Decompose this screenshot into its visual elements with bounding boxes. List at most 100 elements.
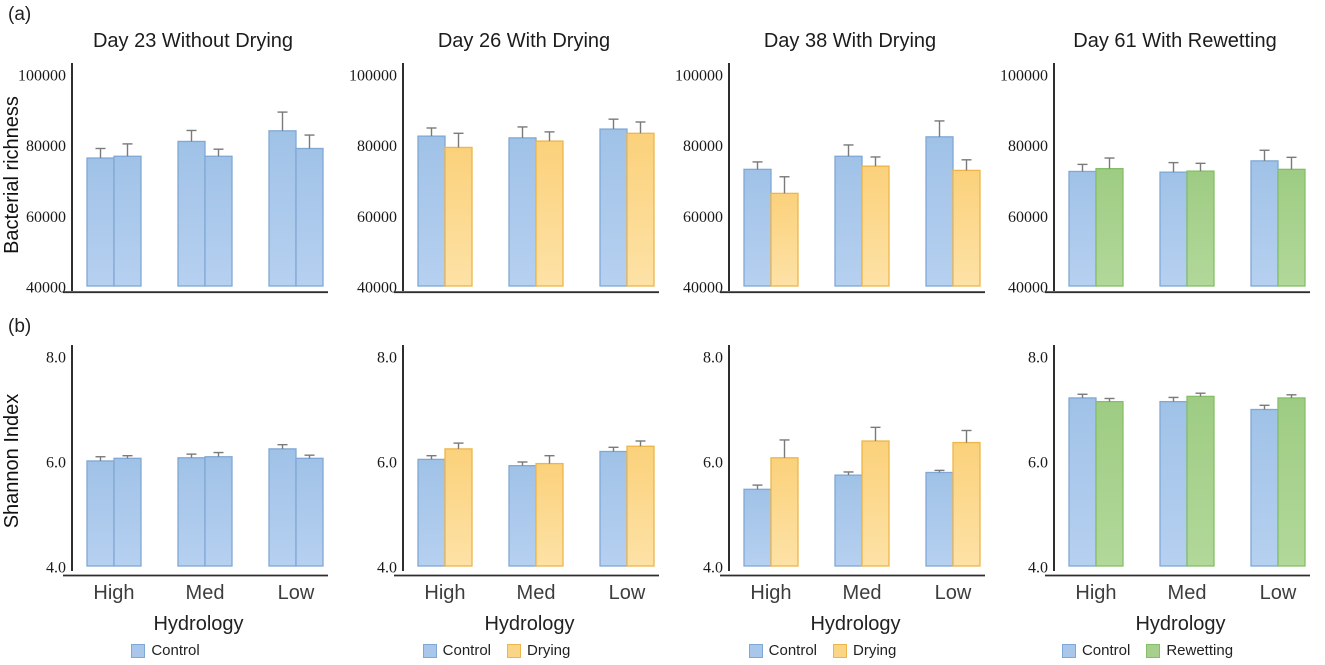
y-tick-label: 80000 [26,138,66,155]
y-tick-label: 8.0 [703,350,723,367]
bar-control-med [1159,400,1188,567]
bar-chart-day61-shannon: 4.0 6.0 8.0 High Med Low [1028,345,1310,604]
x-tick-label-low: Low [609,582,646,604]
bar-control-low [925,136,954,287]
bar-control-low [925,471,954,567]
bar-control-med [204,456,233,567]
legend-swatch-control [1061,643,1076,658]
bar-drying-med [535,462,564,567]
x-tick-label-med: Med [843,582,882,604]
legend-item-drying: Drying [507,642,570,659]
panel-day26-shannon: 4.0 6.0 8.0 High Med Low Hydrology Control Dry… [331,335,662,665]
y-tick-label: 8.0 [377,350,397,367]
x-axis-title-hydrology: Hydrology [1135,613,1226,635]
bar-control-high [113,155,142,287]
bar-control-low [295,457,324,567]
bar-control-med [834,155,863,287]
bar-control-high [417,135,446,287]
bar-control-high [1068,397,1097,567]
legend-label: Control [1081,642,1131,659]
y-tick-label: 40000 [1008,280,1048,297]
y-tick-label: 80000 [357,138,397,155]
bar-control-low [599,450,628,567]
y-tick-label: 60000 [26,209,66,226]
bar-control-med [1159,171,1188,287]
bar-control-med [177,457,206,567]
bar-rewetting-med [1186,170,1215,287]
bar-drying-med [861,440,890,567]
bar-control-high [743,168,772,287]
y-tick-label: 4.0 [1028,560,1048,577]
bar-rewetting-low [1277,397,1306,567]
x-axis-title-hydrology: Hydrology [484,613,575,635]
legend-swatch-control [748,643,763,658]
panel-day23-richness: Day 23 Without Drying 40000 60000 80000 100… [0,26,331,300]
panel-day61-shannon: 4.0 6.0 8.0 High Med Low Hydrology Control Rew… [982,335,1313,665]
bar-chart-day23-richness: 40000 60000 80000 100000 [18,63,328,297]
legend-label: Control [768,642,817,659]
bar-rewetting-low [1277,168,1306,287]
bar-control-med [834,474,863,567]
y-tick-label: 40000 [26,280,66,297]
bar-control-high [1068,170,1097,287]
y-tick-label: 8.0 [1028,350,1048,367]
legend-label: Drying [527,642,571,659]
bar-control-high [743,488,772,567]
panel-title: Day 26 With Drying [437,30,611,52]
bar-chart-day23-shannon: 4.0 6.0 8.0 High Med Low [46,345,328,604]
panel-day23-shannon: 4.0 6.0 8.0 High Med Low Hydrology Control [0,335,331,665]
bar-drying-low [626,445,655,567]
legend-label: Drying [853,642,897,659]
panel-title: Day 38 With Drying [763,30,937,52]
x-tick-label-med: Med [186,582,225,604]
legend: Control [0,642,331,659]
legend-label: Control [442,642,491,659]
y-tick-label: 100000 [1000,68,1048,85]
bar-control-low [295,147,324,287]
legend-item-control: Control [1061,642,1131,659]
bar-control-med [508,137,537,287]
bar-drying-high [444,448,473,567]
y-tick-label: 100000 [349,68,397,85]
legend-label: Rewetting [1166,642,1234,659]
bar-drying-high [444,146,473,287]
bar-control-high [113,457,142,567]
y-tick-label: 60000 [1008,209,1048,226]
legend-swatch-drying [507,643,521,658]
bar-control-low [268,130,297,287]
bar-drying-high [770,192,799,287]
legend-item-control: Control [422,642,491,659]
x-tick-label-high: High [1075,582,1116,604]
panel-title: Day 61 With Rewetting [1073,30,1277,52]
legend-swatch-control [422,643,437,658]
legend-item-control: Control [131,642,200,659]
bar-control-high [86,460,115,567]
x-tick-label-high: High [424,582,465,604]
x-axis-title-hydrology: Hydrology [810,613,901,635]
legend-item-drying: Drying [833,642,896,659]
y-tick-label: 80000 [683,138,723,155]
subfigure-label-a: (a) [8,4,32,25]
bar-control-med [204,155,233,287]
panel-day38-richness: Day 38 With Drying 40000 60000 80000 100000 [657,26,988,300]
legend-swatch-control [131,643,146,658]
x-tick-label-low: Low [935,582,972,604]
bar-drying-low [952,441,981,567]
bar-control-high [417,458,446,567]
bar-rewetting-high [1095,400,1124,567]
y-tick-label: 60000 [357,209,397,226]
y-tick-label: 40000 [683,280,723,297]
bar-control-med [177,140,206,287]
bar-chart-day38-richness: 40000 60000 80000 100000 [675,63,985,297]
bar-drying-high [770,457,799,567]
bar-control-low [1250,160,1279,287]
legend-item-control: Control [748,642,817,659]
legend: Control Drying [657,642,988,659]
panel-day26-richness: Day 26 With Drying 40000 60000 80000 100000 [331,26,662,300]
y-tick-label: 100000 [675,68,723,85]
panel-day61-richness: Day 61 With Rewetting 40000 60000 80000 100… [982,26,1313,300]
x-tick-label-high: High [750,582,791,604]
legend: Control Drying [331,642,662,659]
legend-item-rewetting: Rewetting [1146,642,1233,659]
